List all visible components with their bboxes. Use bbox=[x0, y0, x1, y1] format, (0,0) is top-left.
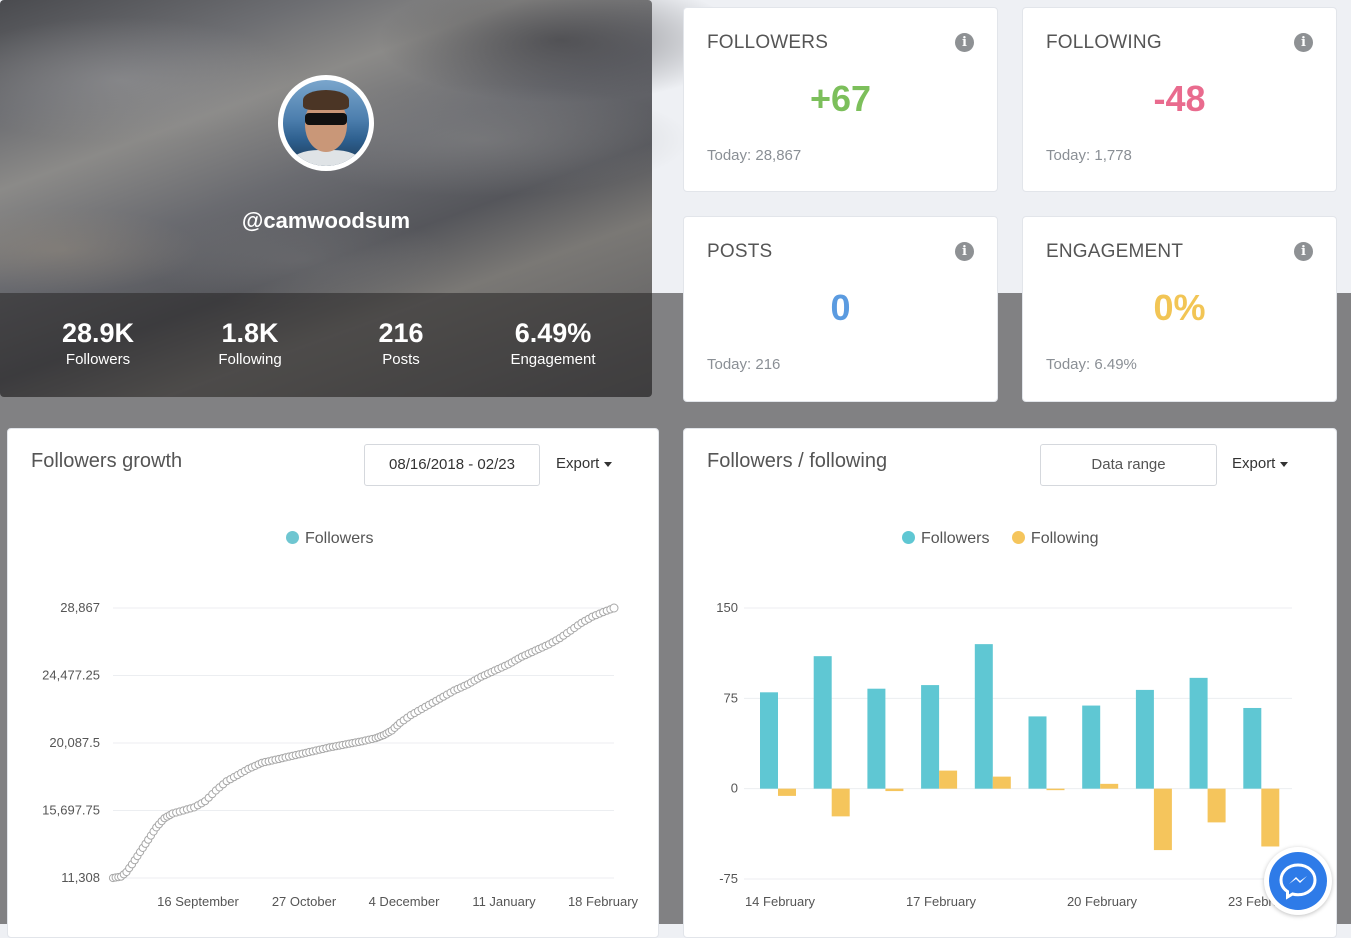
following-change-value: -48 bbox=[1153, 78, 1206, 119]
following-bar bbox=[1046, 788, 1065, 791]
info-icon[interactable]: i bbox=[955, 33, 974, 52]
followers-growth-panel: Followers growth 08/16/2018 - 02/23 Expo… bbox=[7, 428, 659, 938]
x-tick-label: 14 February bbox=[745, 894, 816, 909]
followers-bar bbox=[813, 656, 832, 789]
x-tick-label: 20 February bbox=[1067, 894, 1138, 909]
followers-following-chart: 150 75 0 -75 14 February 17 February 20 Februa… bbox=[716, 600, 1298, 909]
data-point bbox=[609, 603, 619, 613]
y-tick-label: 0 bbox=[731, 781, 738, 796]
followers-bar bbox=[1082, 705, 1101, 789]
following-bar bbox=[778, 788, 796, 796]
profile-stat-posts: 216 Posts bbox=[326, 318, 476, 368]
engagement-change-value: 0% bbox=[1153, 287, 1206, 328]
legend-label: Following bbox=[1030, 530, 1099, 547]
followers-today: Today: 28,867 bbox=[707, 147, 802, 164]
info-icon[interactable]: i bbox=[955, 242, 974, 261]
x-tick-label: 11 January bbox=[472, 894, 536, 909]
legend-dot bbox=[902, 531, 915, 544]
caret-down-icon bbox=[604, 461, 613, 467]
y-tick-label: -75 bbox=[719, 871, 738, 886]
avatar[interactable] bbox=[278, 75, 374, 171]
posts-today: Today: 216 bbox=[707, 356, 781, 373]
profile-stat-label: Following bbox=[218, 351, 282, 368]
card-title: POSTS bbox=[707, 241, 773, 262]
y-tick-label: 20,087.5 bbox=[49, 735, 100, 750]
panel-title: Followers / following bbox=[707, 450, 888, 472]
profile-stat-label: Posts bbox=[382, 351, 420, 368]
engagement-today: Today: 6.49% bbox=[1046, 356, 1137, 373]
y-tick-label: 150 bbox=[716, 600, 738, 615]
y-tick-label: 15,697.75 bbox=[42, 803, 100, 818]
profile-stat-value: 1.8K bbox=[221, 318, 279, 348]
posts-change-value: 0 bbox=[830, 287, 851, 328]
followers-bar bbox=[1028, 716, 1047, 789]
data-range-button[interactable]: Data range bbox=[1040, 444, 1217, 486]
profile-stat-following: 1.8K Following bbox=[175, 318, 325, 368]
date-range-input[interactable]: 08/16/2018 - 02/23 bbox=[364, 444, 540, 486]
card-title: FOLLOWING bbox=[1046, 32, 1162, 53]
messenger-icon bbox=[1279, 863, 1317, 900]
followers-bar bbox=[1189, 677, 1208, 789]
legend-label: Followers bbox=[921, 530, 990, 547]
caret-down-icon bbox=[1280, 461, 1289, 467]
info-icon[interactable]: i bbox=[1294, 242, 1313, 261]
profile-handle[interactable]: @camwoodsum bbox=[241, 208, 411, 233]
messenger-chat-button[interactable] bbox=[1264, 847, 1332, 915]
card-title: FOLLOWERS bbox=[707, 32, 829, 53]
x-tick-label: 4 December bbox=[369, 894, 440, 909]
followers-bar bbox=[760, 692, 778, 789]
following-stat-card: FOLLOWING i -48 Today: 1,778 bbox=[1022, 7, 1337, 192]
following-bar bbox=[1207, 788, 1226, 823]
following-bar bbox=[1153, 788, 1172, 851]
info-icon[interactable]: i bbox=[1294, 33, 1313, 52]
chart-legend[interactable]: Followers bbox=[286, 530, 373, 548]
followers-change-value: +67 bbox=[809, 78, 872, 119]
export-dropdown[interactable]: Export bbox=[1232, 455, 1289, 472]
export-label: Export bbox=[1232, 455, 1276, 472]
export-label: Export bbox=[556, 455, 600, 472]
following-bar bbox=[939, 770, 958, 789]
followers-growth-chart: 28,867 24,477.25 20,087.5 15,697.75 11,308 16… bbox=[42, 600, 639, 909]
engagement-stat-card: ENGAGEMENT i 0% Today: 6.49% bbox=[1022, 216, 1337, 402]
chart-legend[interactable]: Followers Following bbox=[902, 530, 1099, 548]
profile-stat-value: 216 bbox=[378, 318, 424, 348]
profile-stat-label: Engagement bbox=[510, 351, 596, 368]
following-bar bbox=[831, 788, 850, 817]
following-bar bbox=[1261, 788, 1280, 847]
followers-bar bbox=[1243, 707, 1262, 789]
profile-stat-value: 28.9K bbox=[61, 318, 135, 348]
card-title: ENGAGEMENT bbox=[1046, 241, 1184, 262]
x-tick-label: 17 February bbox=[906, 894, 977, 909]
legend-label: Followers bbox=[305, 530, 374, 547]
followers-stat-card: FOLLOWERS i +67 Today: 28,867 bbox=[683, 7, 998, 192]
panel-title: Followers growth bbox=[31, 450, 183, 472]
y-tick-label: 28,867 bbox=[60, 600, 100, 615]
profile-stat-followers: 28.9K Followers bbox=[23, 318, 173, 368]
followers-bar bbox=[867, 688, 886, 789]
profile-stat-label: Followers bbox=[65, 351, 131, 368]
following-bar bbox=[1100, 783, 1119, 789]
x-tick-label: 18 February bbox=[568, 894, 639, 909]
y-tick-label: 24,477.25 bbox=[42, 668, 100, 683]
posts-stat-card: POSTS i 0 Today: 216 bbox=[683, 216, 998, 402]
following-bar bbox=[992, 776, 1011, 789]
legend-dot bbox=[286, 531, 299, 544]
profile-stat-engagement: 6.49% Engagement bbox=[478, 318, 628, 368]
profile-stat-value: 6.49% bbox=[514, 318, 592, 348]
legend-dot bbox=[1011, 531, 1025, 544]
following-today: Today: 1,778 bbox=[1046, 147, 1132, 164]
following-bar bbox=[885, 788, 904, 792]
x-tick-label: 27 October bbox=[272, 894, 337, 909]
followers-bar bbox=[1135, 689, 1154, 789]
y-tick-label: 11,308 bbox=[61, 870, 100, 885]
x-tick-label: 16 September bbox=[157, 894, 239, 909]
y-tick-label: 75 bbox=[724, 690, 738, 705]
export-dropdown[interactable]: Export bbox=[556, 455, 613, 472]
followers-bar bbox=[974, 644, 993, 789]
followers-bar bbox=[921, 685, 940, 789]
followers-following-panel: Followers / following Data range Export … bbox=[683, 428, 1337, 938]
